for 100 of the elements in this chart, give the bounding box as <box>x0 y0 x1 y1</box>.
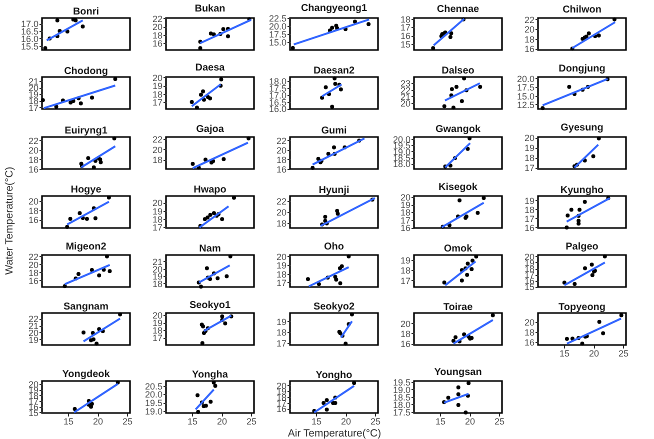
chart-title: Gumi <box>321 125 347 136</box>
x-tick-label: 25 <box>246 416 257 426</box>
y-tick-label: 18 <box>400 328 410 339</box>
y-tick-label: 17 <box>400 22 410 33</box>
y-tick-label: 18 <box>276 269 286 280</box>
y-tick-label: 22 <box>152 134 162 145</box>
chart-title: Topyeong <box>558 302 606 313</box>
y-tick-label: 20 <box>152 22 162 32</box>
y-tick-label: 19 <box>152 206 162 216</box>
chart-title: Dalseo <box>442 65 474 76</box>
chart-title: Gwangok <box>435 124 481 135</box>
x-tick-label: 20 <box>93 416 104 426</box>
y-tick-label: 19.0 <box>392 384 410 395</box>
x-tick-label: 15 <box>187 416 198 426</box>
y-tick-label: 19 <box>524 196 534 206</box>
x-tick-label: 25 <box>122 416 133 426</box>
y-tick-label: 22.5 <box>268 14 286 24</box>
chart-title: Palgeo <box>566 241 598 252</box>
y-tick-label: 18.5 <box>392 392 410 402</box>
y-tick-label: 18 <box>152 89 162 100</box>
y-axis-title: Water Temperature(°C) <box>4 166 16 275</box>
y-tick-label: 18 <box>524 204 534 215</box>
x-tick-label: 20 <box>217 416 228 426</box>
y-tick-label: 17.5 <box>516 82 534 93</box>
y-tick-label: 18 <box>400 266 410 276</box>
x-tick-label: 20 <box>589 348 600 358</box>
y-tick-label: 18.0 <box>392 400 410 410</box>
y-tick-label: 20 <box>152 72 162 83</box>
chart-title: Changyeong1 <box>300 3 368 14</box>
y-tick-label: 17 <box>152 97 162 108</box>
y-tick-label: 22 <box>28 136 38 146</box>
chart-title: Hyunji <box>318 185 350 196</box>
chart-title: Hogye <box>70 184 102 196</box>
x-tick-label: 15 <box>435 416 446 426</box>
y-tick-label: 18 <box>524 153 534 164</box>
y-tick-label: 17 <box>276 278 286 288</box>
y-tick-label: 17 <box>152 222 162 233</box>
y-tick-label: 22 <box>276 136 286 146</box>
chart-title: Seokyo2 <box>313 301 355 312</box>
x-tick-label: 25 <box>494 416 505 426</box>
y-tick-label: 20 <box>276 252 286 262</box>
y-tick-label: 21 <box>152 256 162 267</box>
chart-title: Migeon2 <box>66 241 107 252</box>
y-tick-label: 19.5 <box>392 377 410 388</box>
y-tick-label: 18 <box>152 30 162 40</box>
y-tick-label: 18 <box>524 34 534 44</box>
x-tick-label: 20 <box>465 416 476 426</box>
y-tick-label: 18 <box>276 218 286 229</box>
chart-title: Chodong <box>64 66 108 77</box>
y-tick-label: 20 <box>152 264 162 274</box>
y-tick-label: 17 <box>400 215 410 226</box>
chart-title: Euiryng1 <box>64 125 108 136</box>
y-tick-label: 17 <box>276 338 286 349</box>
y-tick-label: 18 <box>400 14 410 24</box>
y-tick-label: 12.5 <box>516 100 534 110</box>
chart-title: Dongjung <box>558 63 606 74</box>
y-tick-label: 17.5 <box>268 29 286 40</box>
y-tick-label: 20 <box>28 196 38 207</box>
y-tick-label: 18 <box>524 328 534 338</box>
y-tick-label: 16 <box>524 222 534 233</box>
y-tick-label: 17 <box>152 333 162 343</box>
y-tick-label: 19.5 <box>144 398 162 408</box>
x-tick-label: 20 <box>341 416 352 426</box>
chart-title: Daesan2 <box>313 65 356 76</box>
y-tick-label: 17 <box>524 214 534 224</box>
y-tick-label: 20 <box>400 318 410 329</box>
y-tick-label: 18 <box>152 155 162 166</box>
y-tick-label: 16 <box>524 338 534 348</box>
y-tick-label: 18 <box>400 208 410 218</box>
y-tick-label: 18 <box>152 214 162 224</box>
x-tick-label: 15 <box>63 416 74 426</box>
y-tick-label: 19.0 <box>144 406 162 416</box>
y-tick-label: 20 <box>400 98 410 109</box>
chart-title: Yongho <box>316 370 352 381</box>
y-tick-label: 19 <box>400 200 410 210</box>
y-tick-label: 20 <box>28 260 38 270</box>
y-tick-label: 16 <box>524 44 534 54</box>
y-tick-label: 16 <box>28 164 38 174</box>
chart-title: Daesa <box>195 62 226 74</box>
chart-title: Kisegok <box>438 182 478 193</box>
y-tick-label: 22 <box>276 196 286 207</box>
y-tick-label: 15 <box>400 39 410 50</box>
y-tick-label: 20.5 <box>144 381 162 392</box>
y-tick-label: 16 <box>400 31 410 42</box>
y-tick-label: 17 <box>400 276 410 286</box>
y-tick-label: 16 <box>276 164 286 174</box>
chart-title: Chilwon <box>562 4 602 16</box>
y-tick-label: 20 <box>524 133 534 144</box>
y-tick-label: 20 <box>152 310 162 321</box>
y-tick-label: 20 <box>276 208 286 218</box>
y-tick-label: 20 <box>152 198 162 208</box>
y-tick-label: 16 <box>400 223 410 234</box>
y-tick-label: 15 <box>524 282 534 292</box>
y-tick-label: 20 <box>276 145 286 156</box>
y-tick-label: 18 <box>28 206 38 216</box>
chart-title: Youngsan <box>434 366 482 378</box>
y-tick-label: 19 <box>524 143 534 154</box>
y-tick-label: 18 <box>276 154 286 165</box>
y-tick-label: 22 <box>524 14 534 25</box>
y-tick-label: 20 <box>152 144 162 155</box>
